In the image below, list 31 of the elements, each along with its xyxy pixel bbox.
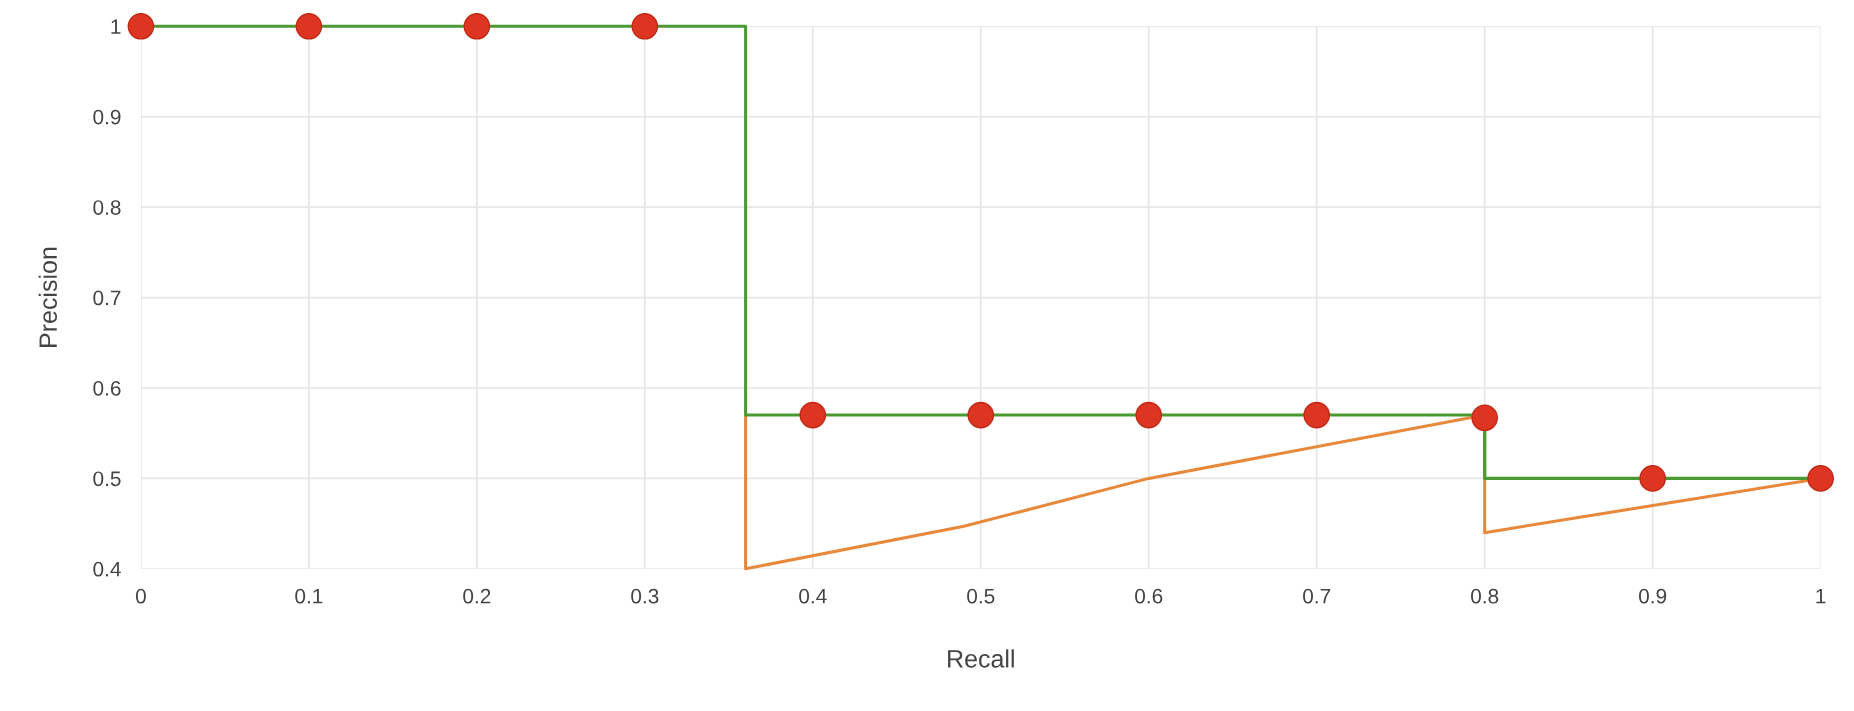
y-tick-label: 0.7 <box>93 290 121 306</box>
point <box>1639 465 1666 492</box>
point <box>1303 401 1331 429</box>
point <box>463 12 491 40</box>
y-tick-label: 0.6 <box>93 380 121 396</box>
point <box>127 12 155 40</box>
x-tick-label: 0.7 <box>1303 588 1331 604</box>
y-axis-title: Precision <box>38 247 57 347</box>
point <box>295 12 323 40</box>
y-tick-label: 0.8 <box>93 200 121 215</box>
x-tick-label: 0.2 <box>463 588 491 604</box>
x-tick-label: 0.9 <box>1638 588 1667 604</box>
y-tick-label: 0.9 <box>93 109 121 125</box>
x-tick-label: 0.5 <box>967 588 995 604</box>
x-tick-label: 0.3 <box>631 588 659 604</box>
x-tick-label: 0.8 <box>1471 588 1499 604</box>
x-tick-label: 0.4 <box>799 588 827 604</box>
point <box>1807 465 1834 492</box>
point <box>631 12 659 40</box>
x-tick-label: 0.6 <box>1135 588 1163 604</box>
y-tick-label: 0.5 <box>93 471 121 487</box>
point <box>1135 401 1163 429</box>
x-axis-title: Recall <box>948 649 1014 668</box>
point <box>967 401 995 429</box>
point <box>1471 404 1498 432</box>
y-tick-label: 0.4 <box>93 561 121 577</box>
x-tick-label: 0 <box>135 588 146 604</box>
x-tick-label: 0.1 <box>295 588 323 604</box>
y-tick-label: 1 <box>111 19 121 34</box>
point <box>799 401 827 429</box>
x-tick-label: 1 <box>1816 589 1826 604</box>
